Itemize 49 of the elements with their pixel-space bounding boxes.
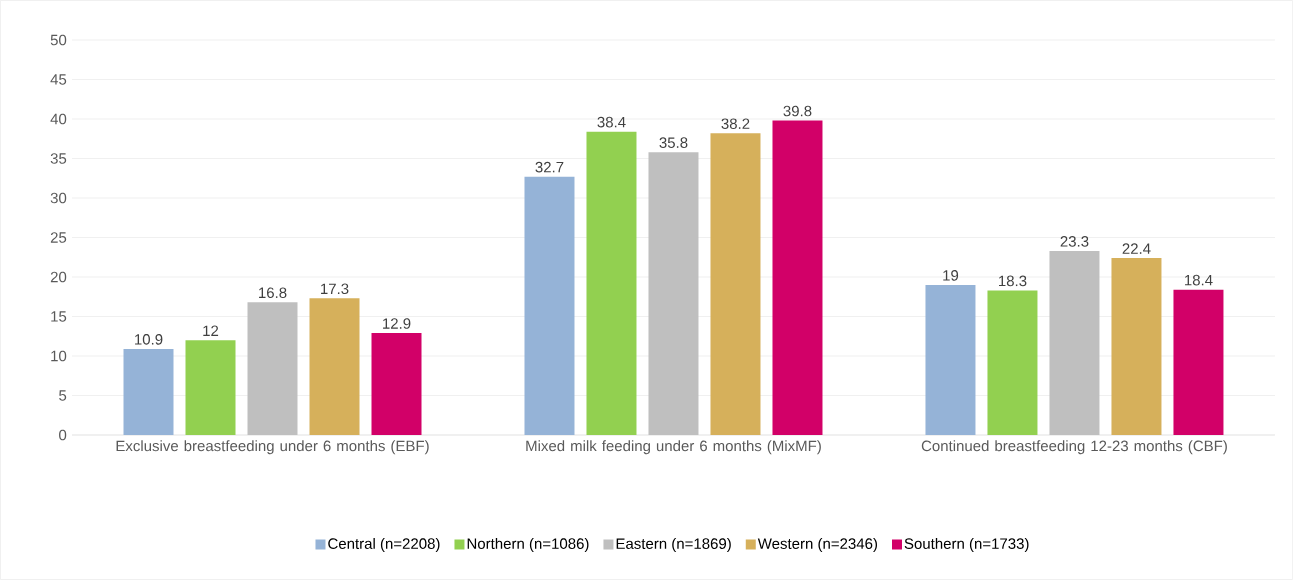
legend-label: Southern (n=1733) (904, 537, 1029, 552)
bar (123, 348, 174, 435)
legend-label: Western (n=2346) (757, 537, 878, 552)
y-tick-label: 15 (51, 311, 67, 322)
bar (586, 131, 637, 435)
y-tick-label: 35 (50, 153, 67, 164)
y-tick-label: 40 (50, 113, 67, 125)
data-label: 16.8 (259, 287, 287, 299)
bar (1049, 250, 1100, 435)
data-label: 38.2 (721, 118, 750, 130)
data-label: 17.3 (321, 283, 349, 295)
bar (710, 133, 761, 435)
bar (1173, 289, 1224, 435)
data-label: 10.9 (135, 334, 163, 345)
y-tick-label: 50 (50, 34, 67, 46)
data-label: 12 (203, 325, 219, 336)
data-label: 23.3 (1060, 236, 1089, 247)
x-tick-label: Exclusive breastfeeding under 6 months (EBF) (116, 440, 429, 455)
data-label: 22.4 (1122, 243, 1151, 254)
x-tick-label: Continued breastfeeding 12-23 months (CBF) (921, 440, 1227, 455)
y-tick-label: 45 (50, 74, 67, 85)
legend-label: Eastern (n=1869) (616, 537, 731, 552)
data-label: 18.4 (1185, 274, 1213, 286)
legend-label: Northern (n=1086) (467, 537, 589, 552)
bar (772, 120, 823, 435)
data-label: 32.7 (535, 161, 564, 173)
y-tick-label: 5 (59, 390, 67, 401)
data-label: 18.3 (999, 275, 1027, 287)
bar (1111, 258, 1162, 435)
bar (524, 176, 575, 435)
y-tick-label: 0 (59, 429, 67, 441)
legend-label: Central (n=2208) (328, 537, 440, 552)
bar (925, 284, 976, 435)
y-tick-label: 10 (51, 350, 67, 362)
data-label: 38.4 (597, 116, 626, 128)
x-tick-label: Mixed milk feeding under 6 months (MixMF) (526, 440, 821, 455)
y-tick-label: 20 (50, 271, 67, 283)
bar (987, 290, 1038, 435)
y-tick-label: 25 (50, 232, 67, 243)
bar (371, 333, 422, 435)
bar (648, 152, 699, 435)
data-label: 39.8 (783, 105, 812, 117)
bar (309, 298, 360, 435)
data-label: 19 (943, 270, 959, 281)
bar (185, 340, 236, 435)
y-tick-label: 30 (50, 192, 67, 204)
data-label: 12.9 (383, 318, 411, 329)
bar (247, 302, 298, 435)
data-label: 35.8 (659, 137, 688, 148)
